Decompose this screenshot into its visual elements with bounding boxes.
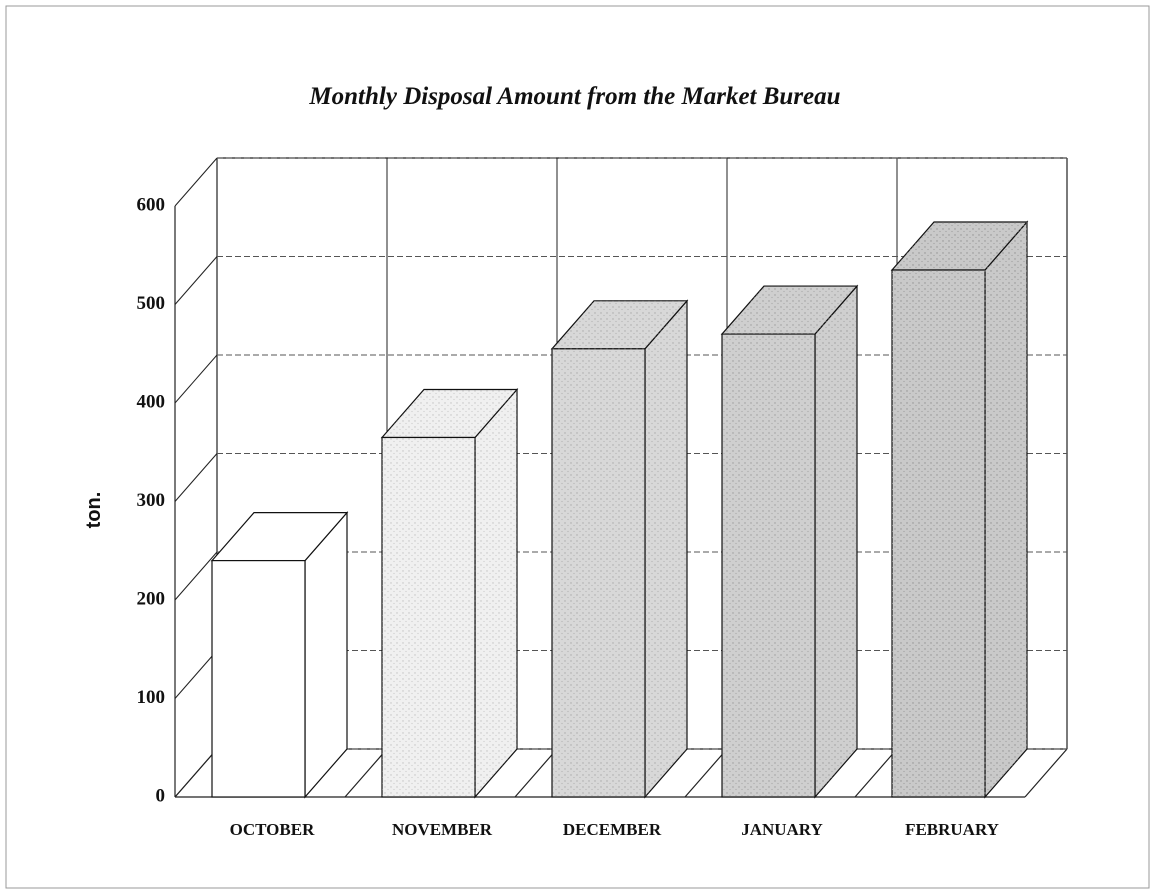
bar-texture — [985, 222, 1027, 797]
bar-texture — [552, 348, 645, 797]
bar — [380, 387, 519, 799]
tick-diagonal — [174, 256, 218, 305]
y-tick-label: 200 — [137, 588, 166, 609]
bar-front — [211, 559, 306, 798]
y-axis-title: ton. — [83, 492, 105, 529]
tick-diagonal — [174, 551, 218, 601]
bar-side — [304, 511, 348, 799]
floor-divider — [684, 748, 728, 798]
tick-diagonal — [174, 453, 218, 502]
frame — [5, 5, 1150, 889]
bar — [720, 284, 859, 799]
tick-diagonal — [174, 157, 218, 207]
floor-divider — [854, 748, 898, 798]
y-tick-label: 400 — [137, 391, 166, 412]
x-tick-label: FEBRUARY — [905, 820, 999, 839]
floor-divider — [344, 748, 388, 798]
bar-texture — [892, 222, 1027, 271]
tick-diagonal — [174, 650, 218, 699]
tick-diagonal — [174, 354, 218, 404]
bar — [890, 220, 1029, 799]
floor-divider — [1024, 748, 1068, 798]
bar-texture — [475, 389, 517, 797]
bar-texture — [645, 300, 687, 797]
bar — [210, 511, 349, 799]
y-tick-label: 300 — [137, 490, 166, 511]
x-tick-label: NOVEMBER — [392, 820, 493, 839]
y-tick-label: 0 — [156, 785, 166, 806]
bar-texture — [722, 286, 857, 335]
bar-texture — [382, 437, 475, 797]
bar-texture — [722, 334, 815, 797]
y-tick-label: 100 — [137, 687, 166, 708]
y-tick-label: 600 — [137, 194, 166, 215]
bar-texture — [892, 270, 985, 797]
chart-title: Monthly Disposal Amount from the Market … — [308, 83, 840, 110]
x-tick-label: DECEMBER — [563, 820, 662, 839]
y-tick-label: 500 — [137, 293, 166, 314]
tick-diagonal — [174, 748, 218, 798]
floor-divider — [514, 748, 558, 798]
x-tick-label: OCTOBER — [230, 820, 315, 839]
bar-texture — [815, 286, 857, 797]
x-tick-label: JANUARY — [741, 820, 823, 839]
bar — [550, 299, 689, 799]
bar-texture — [552, 300, 687, 349]
bar-texture — [382, 389, 517, 438]
